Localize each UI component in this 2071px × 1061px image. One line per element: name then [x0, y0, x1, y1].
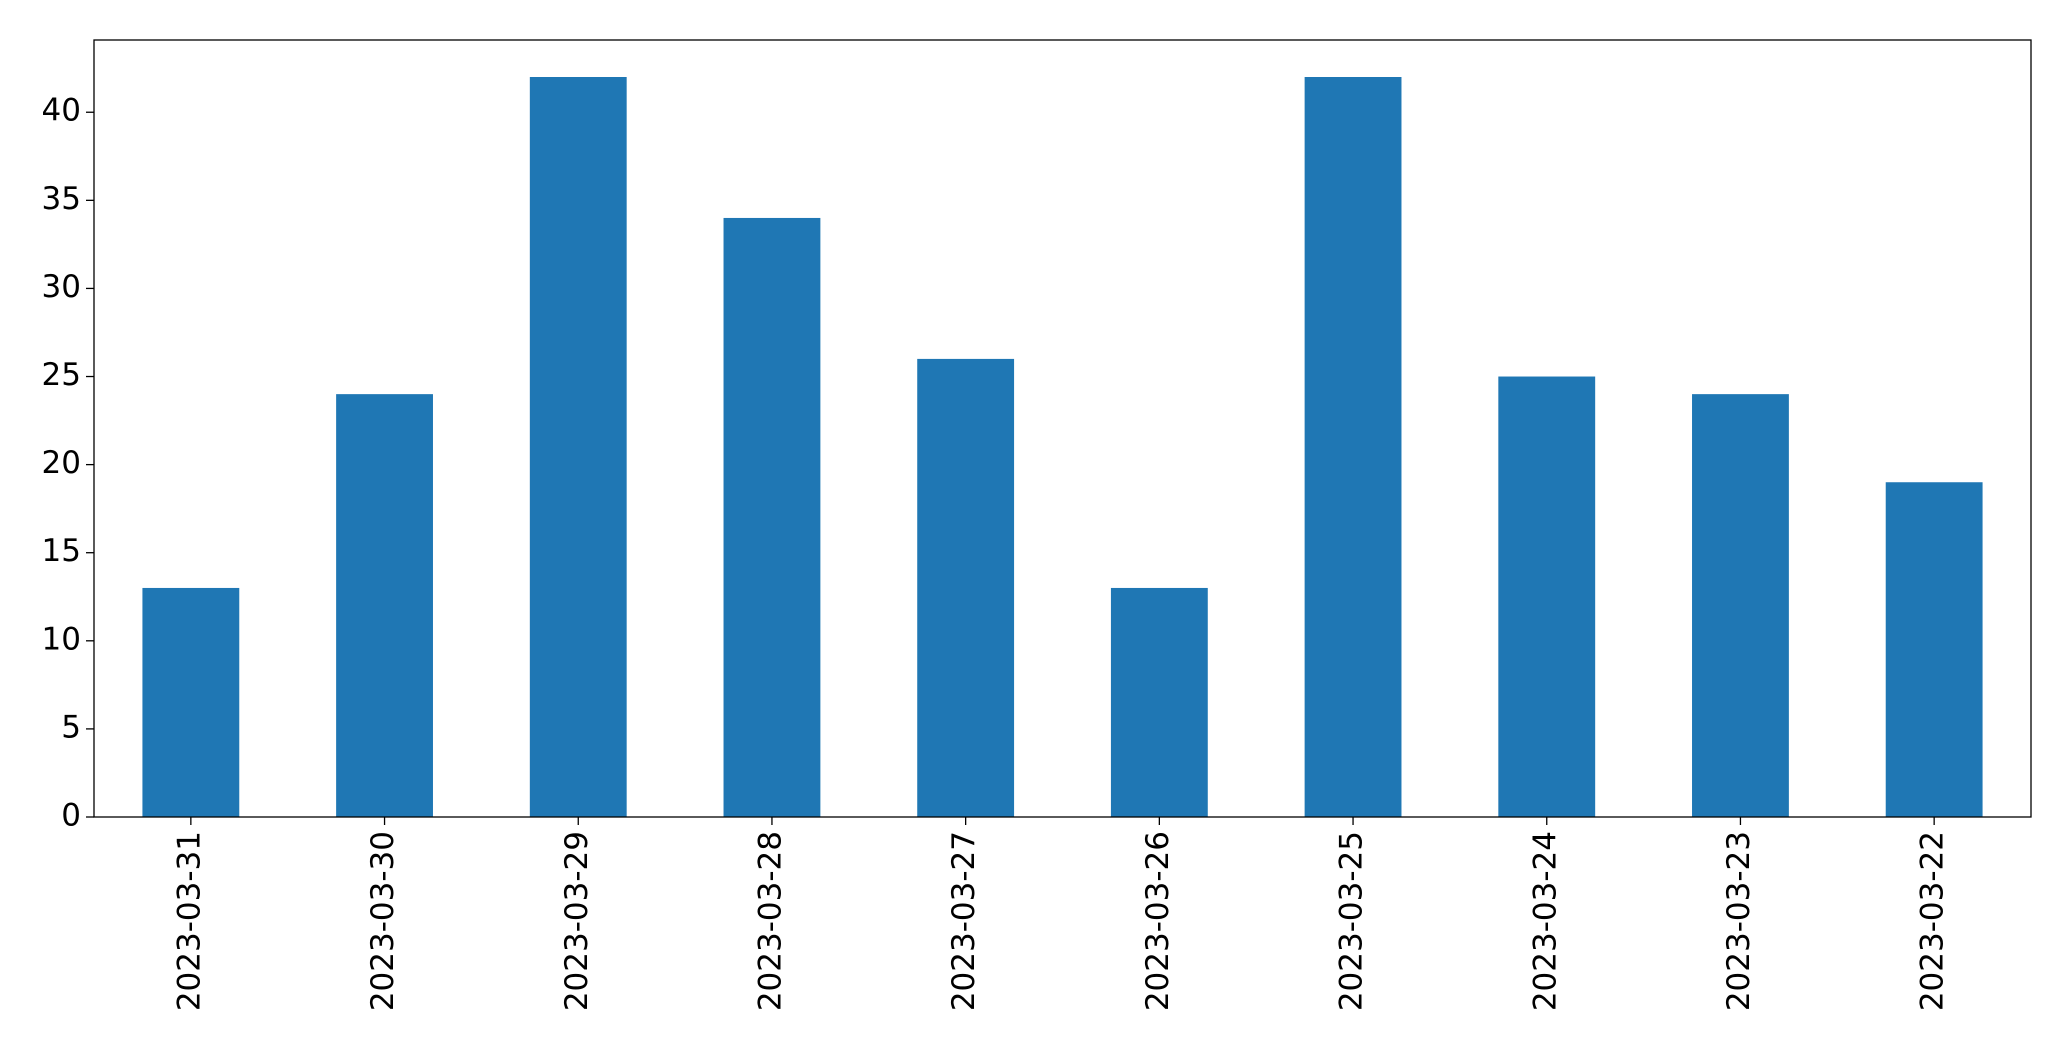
plot-frame: [93, 39, 2032, 818]
bar: [1304, 77, 1402, 817]
x-tick-label: 2023-03-24: [1527, 831, 1563, 1011]
x-tick-label: 2023-03-30: [365, 831, 401, 1011]
y-tick-label: 0: [61, 798, 81, 834]
y-tick-label: 30: [42, 269, 81, 305]
bar: [1498, 376, 1596, 817]
y-tick-label: 35: [42, 181, 81, 217]
x-tick-label: 2023-03-26: [1140, 831, 1176, 1011]
bar: [142, 587, 240, 817]
y-tick-label: 10: [42, 621, 81, 657]
bar: [529, 77, 627, 817]
y-tick-label: 25: [42, 357, 81, 393]
bar: [1885, 482, 1983, 817]
y-tick-label: 15: [42, 533, 81, 569]
y-tick-label: 20: [42, 445, 81, 481]
y-tick-label: 5: [61, 709, 81, 745]
x-tick-label: 2023-03-25: [1334, 831, 1370, 1011]
bar: [1110, 587, 1208, 817]
bar: [336, 394, 433, 817]
x-tick-label: 2023-03-27: [946, 831, 982, 1011]
bar: [917, 358, 1015, 817]
bar: [1692, 394, 1789, 817]
x-tick-label: 2023-03-22: [1915, 831, 1951, 1011]
x-tick-label: 2023-03-28: [752, 831, 788, 1011]
x-tick-label: 2023-03-31: [171, 831, 207, 1011]
x-tick-label: 2023-03-23: [1721, 831, 1757, 1011]
bar: [723, 217, 821, 817]
x-tick-label: 2023-03-29: [559, 831, 595, 1011]
y-tick-label: 40: [42, 93, 81, 129]
